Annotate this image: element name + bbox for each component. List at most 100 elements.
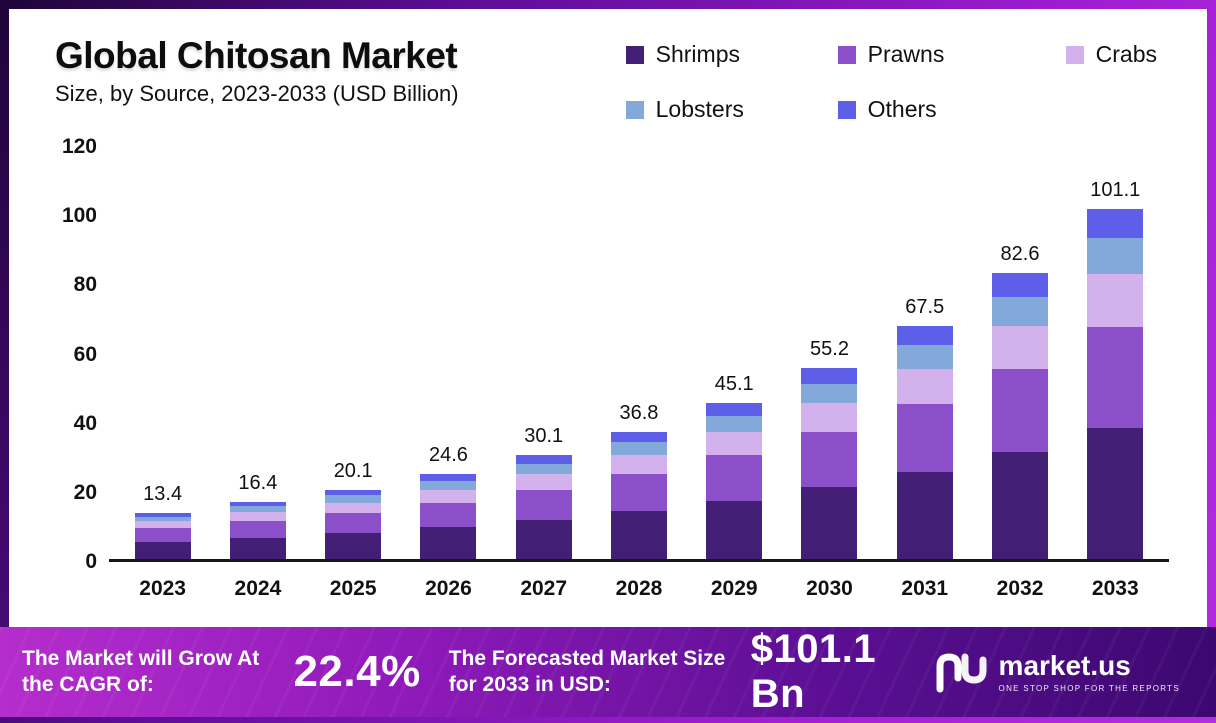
cagr-value: 22.4% <box>293 647 421 696</box>
x-axis-labels: 2023 2024 2025 2026 2027 2028 2029 2030 2031 2032… <box>109 577 1169 601</box>
chart-header: Global Chitosan Market Size, by Source, … <box>55 35 1169 123</box>
bar-stack <box>706 403 763 559</box>
bar-segment-crabs <box>801 403 858 433</box>
x-tick-label: 2033 <box>1091 577 1139 600</box>
bar-segment-shrimps <box>992 451 1049 559</box>
bar-column: 45.1 <box>687 147 782 559</box>
legend-swatch-icon <box>625 100 644 119</box>
bar-total-label: 30.1 <box>524 424 564 447</box>
x-tick-label: 2028 <box>615 577 663 600</box>
x-tick-label: 2025 <box>329 577 377 600</box>
bar-total-label: 16.4 <box>238 472 278 495</box>
bar-stack <box>134 512 191 559</box>
bar-segment-shrimps <box>1087 427 1144 559</box>
y-tick-label: 80 <box>73 273 97 297</box>
legend-label: Crabs <box>1095 41 1157 67</box>
y-tick-label: 20 <box>73 480 97 504</box>
bar-segment-prawns <box>420 502 477 528</box>
bar-segment-lobsters <box>229 506 286 513</box>
bar-segment-shrimps <box>229 537 286 559</box>
bar-total-label: 20.1 <box>333 459 373 482</box>
bar-total-label: 101.1 <box>1090 179 1141 202</box>
bar-stack <box>229 502 286 559</box>
legend-label: Prawns <box>867 41 945 67</box>
bar-segment-others <box>610 431 667 443</box>
x-tick-label: 2032 <box>996 577 1044 600</box>
bar-stack <box>610 431 667 559</box>
bar-total-label: 67.5 <box>905 295 945 318</box>
bar-segment-prawns <box>229 520 286 538</box>
y-tick-label: 120 <box>61 135 97 158</box>
bar-segment-lobsters <box>134 516 191 522</box>
bar-column: 20.1 <box>306 147 401 559</box>
legend-item-shrimps: Shrimps <box>625 41 838 68</box>
legend-swatch-icon <box>625 45 644 64</box>
bar-segment-prawns <box>325 513 382 534</box>
bar-segment-others <box>134 512 191 517</box>
bar-segment-shrimps <box>801 487 858 559</box>
legend-item-lobsters: Lobsters <box>625 96 838 123</box>
brand-name: market.us <box>998 649 1131 681</box>
bar-column: 36.8 <box>591 147 686 559</box>
bar-segment-others <box>420 473 477 481</box>
bar-segment-others <box>801 368 858 384</box>
bar-segment-lobsters <box>992 296 1049 326</box>
x-tick-label: 2031 <box>901 577 949 600</box>
bar-column: 67.5 <box>877 147 972 559</box>
bar-column: 13.4 <box>115 147 210 559</box>
bar-column: 16.4 <box>210 147 305 559</box>
legend-item-crabs: Crabs <box>1065 41 1157 68</box>
bar-segment-crabs <box>515 474 572 490</box>
chart-subtitle: Size, by Source, 2023-2033 (USD Billion) <box>55 81 459 106</box>
title-block: Global Chitosan Market Size, by Source, … <box>55 35 459 107</box>
bar-segment-shrimps <box>515 519 572 559</box>
legend-swatch-icon <box>1065 45 1084 64</box>
bar-segment-lobsters <box>1087 238 1144 275</box>
bar-segment-lobsters <box>801 383 858 404</box>
bar-segment-crabs <box>706 431 763 456</box>
chart-title: Global Chitosan Market <box>55 35 458 76</box>
x-tick-label: 2030 <box>806 577 853 600</box>
x-tick-label: 2027 <box>520 577 568 600</box>
forecast-value: $101.1 Bn <box>750 627 877 716</box>
bar-segment-crabs <box>896 368 953 404</box>
bar-segment-prawns <box>801 432 858 488</box>
bar-segment-crabs <box>134 521 191 529</box>
plot-area: 13.4 16.4 20.1 24.6 30.1 36.8 45.1 55.2 67.5 82.6… <box>109 147 1169 562</box>
bar-segment-prawns <box>610 474 667 512</box>
marketus-wave-icon <box>936 653 987 693</box>
bar-segment-others <box>515 454 572 464</box>
bar-total-label: 36.8 <box>619 401 659 424</box>
bar-segment-crabs <box>992 325 1049 369</box>
legend-item-others: Others <box>837 96 1066 123</box>
chart-card: Global Chitosan Market Size, by Source, … <box>9 9 1207 627</box>
legend-swatch-icon <box>837 100 856 119</box>
legend-item-prawns: Prawns <box>837 41 1066 68</box>
bar-total-label: 55.2 <box>810 338 849 361</box>
bar-segment-crabs <box>229 512 286 521</box>
bar-segment-shrimps <box>896 471 953 559</box>
x-tick-label: 2029 <box>710 577 758 600</box>
bar-segment-shrimps <box>325 533 382 559</box>
y-tick-label: 60 <box>73 342 97 366</box>
footer-banner: The Market will Grow At the CAGR of: 22.… <box>0 627 1216 717</box>
y-tick-label: 0 <box>85 550 97 573</box>
bar-segment-crabs <box>610 455 667 475</box>
bar-column: 30.1 <box>496 147 591 559</box>
bar-stack <box>801 368 858 559</box>
brand-logo: market.us ONE STOP SHOP FOR THE REPORTS <box>935 651 1180 693</box>
bar-segment-shrimps <box>420 527 477 559</box>
forecast-label: The Forecasted Market Size for 2033 in U… <box>448 647 726 696</box>
legend-swatch-icon <box>837 45 856 64</box>
y-tick-label: 40 <box>73 411 97 435</box>
brand-text-block: market.us ONE STOP SHOP FOR THE REPORTS <box>998 649 1180 693</box>
bar-segment-lobsters <box>610 442 667 456</box>
bar-stack <box>515 454 572 559</box>
bar-segment-lobsters <box>420 480 477 490</box>
cagr-label: The Market will Grow At the CAGR of: <box>22 647 260 696</box>
bar-segment-others <box>325 489 382 496</box>
bar-segment-lobsters <box>896 344 953 369</box>
bar-segment-others <box>706 403 763 416</box>
bar-stack <box>325 489 382 559</box>
